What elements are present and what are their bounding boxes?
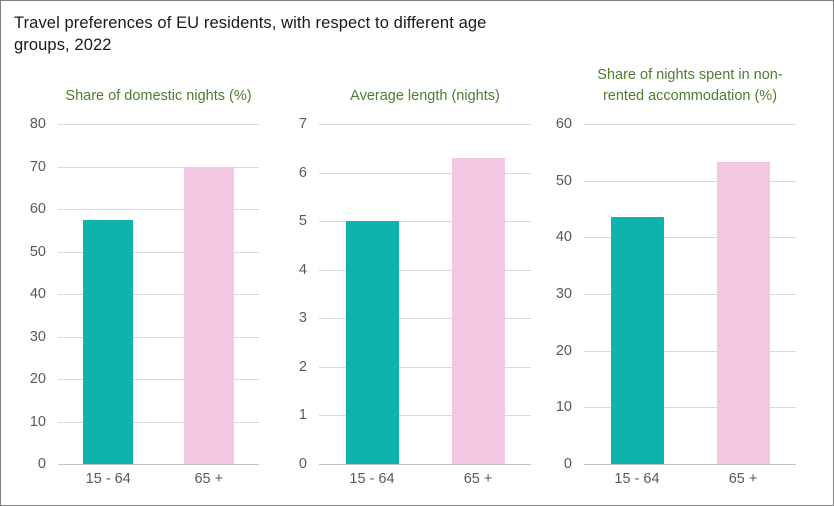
gridline xyxy=(584,124,796,125)
gridline xyxy=(319,415,531,417)
gridline xyxy=(584,180,796,182)
x-category-label: 65 + xyxy=(463,471,493,487)
plot xyxy=(58,124,259,465)
bar-age-65+ xyxy=(716,161,770,464)
gridline xyxy=(58,379,259,380)
chart-title: Share of domestic nights (%) xyxy=(65,87,252,104)
y-tick-label: 80 xyxy=(29,115,46,132)
y-tick-label: 1 xyxy=(298,407,307,424)
gridline xyxy=(319,172,531,174)
gridline xyxy=(58,294,259,295)
gridline xyxy=(58,166,259,168)
y-tick-label: 60 xyxy=(29,200,46,217)
y-tick-label: 30 xyxy=(555,285,572,302)
y-axis: 0 1 2 3 4 5 6 7 xyxy=(275,117,319,471)
y-tick-label: 30 xyxy=(29,328,46,345)
y-tick-label: 7 xyxy=(298,115,307,132)
chart-panel-non-rented-accommodation: Share of nights spent in non-rented acco… xyxy=(540,49,796,499)
plot-area: 0 1 2 3 4 5 6 7 xyxy=(275,117,531,471)
y-tick-label: 0 xyxy=(37,455,46,472)
chart-panel-domestic-nights: Share of domestic nights (%) 0 10 20 30 40 50… xyxy=(14,49,259,499)
y-tick-label: 40 xyxy=(555,229,572,246)
gridline xyxy=(319,221,531,223)
y-tick-label: 50 xyxy=(555,172,572,189)
y-tick-label: 50 xyxy=(29,243,46,260)
gridline xyxy=(319,124,531,125)
x-axis-line xyxy=(584,464,796,465)
x-axis-line xyxy=(319,464,531,465)
y-tick-label: 20 xyxy=(29,370,46,387)
gridline xyxy=(58,251,259,253)
plot xyxy=(319,124,531,465)
x-category-label: 65 + xyxy=(194,471,224,487)
y-tick-label: 0 xyxy=(298,455,307,472)
bar-age-15-64 xyxy=(83,220,134,464)
y-tick-label: 60 xyxy=(555,115,572,132)
y-tick-label: 20 xyxy=(555,342,572,359)
y-tick-label: 70 xyxy=(29,158,46,175)
x-category-label: 65 + xyxy=(728,471,758,487)
y-tick-label: 5 xyxy=(298,212,307,229)
gridline xyxy=(584,237,796,239)
x-axis: 15 - 64 65 + xyxy=(584,464,796,496)
gridline xyxy=(58,421,259,423)
y-tick-label: 3 xyxy=(298,310,307,327)
chart-title: Share of nights spent in non-rented acco… xyxy=(597,66,783,104)
figure-title-line2: groups, 2022 xyxy=(14,35,112,54)
bar-age-15-64 xyxy=(610,216,664,464)
gridline xyxy=(584,407,796,409)
y-tick-label: 2 xyxy=(298,358,307,375)
y-tick-label: 40 xyxy=(29,285,46,302)
figure-title: Travel preferences of EU residents, with… xyxy=(14,13,654,57)
x-category-label: 15 - 64 xyxy=(85,471,131,487)
y-tick-label: 6 xyxy=(298,164,307,181)
gridline xyxy=(584,350,796,352)
y-axis: 0 10 20 30 40 50 60 xyxy=(540,117,584,471)
bar-age-65+ xyxy=(451,158,505,464)
bar-age-15-64 xyxy=(345,221,399,464)
x-axis-line xyxy=(58,464,259,465)
x-category-label: 15 - 64 xyxy=(349,471,395,487)
plot-area: 0 10 20 30 40 50 60 70 80 xyxy=(14,117,259,471)
x-axis: 15 - 64 65 + xyxy=(58,464,259,496)
gridline xyxy=(58,209,259,210)
gridline xyxy=(584,294,796,295)
chart-title: Average length (nights) xyxy=(350,87,500,104)
y-tick-label: 10 xyxy=(29,413,46,430)
gridline xyxy=(58,124,259,125)
chart-panel-average-length: Average length (nights) 0 1 2 3 4 5 6 7 15 - 64… xyxy=(275,49,531,499)
figure-title-line1: Travel preferences of EU residents, with… xyxy=(14,14,487,32)
y-axis: 0 10 20 30 40 50 60 70 80 xyxy=(14,117,58,471)
gridline xyxy=(319,366,531,368)
bar-age-65+ xyxy=(183,166,234,464)
y-tick-label: 10 xyxy=(555,399,572,416)
x-axis: 15 - 64 65 + xyxy=(319,464,531,496)
x-category-label: 15 - 64 xyxy=(614,471,660,487)
gridline xyxy=(319,318,531,320)
plot xyxy=(584,124,796,465)
gridline xyxy=(58,336,259,338)
plot-area: 0 10 20 30 40 50 60 xyxy=(540,117,796,471)
y-tick-label: 4 xyxy=(298,261,307,278)
gridline xyxy=(319,269,531,271)
y-tick-label: 0 xyxy=(563,455,572,472)
